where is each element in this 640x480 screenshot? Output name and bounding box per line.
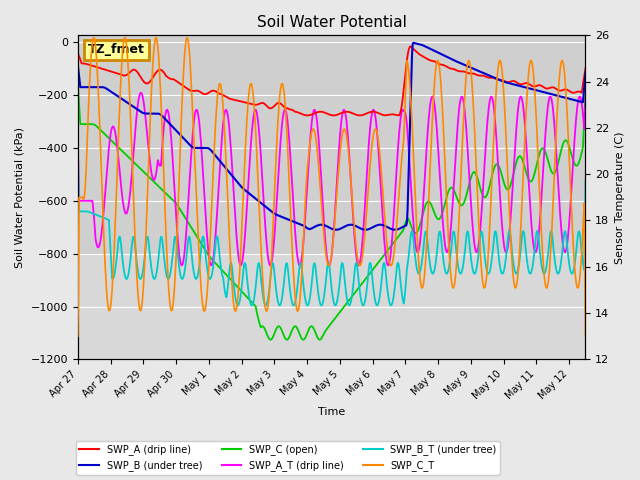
- Y-axis label: Soil Water Potential (kPa): Soil Water Potential (kPa): [15, 127, 25, 268]
- Title: Soil Water Potential: Soil Water Potential: [257, 15, 406, 30]
- Text: TZ_fmet: TZ_fmet: [88, 43, 145, 57]
- X-axis label: Time: Time: [318, 407, 345, 417]
- Bar: [78, 36, 586, 253]
- Legend: SWP_A (drip line), SWP_B (under tree), SWP_C (open), SWP_A_T (drip line), SWP_B_: SWP_A (drip line), SWP_B (under tree), S…: [76, 441, 500, 475]
- Y-axis label: Sensor Temperature (C): Sensor Temperature (C): [615, 131, 625, 264]
